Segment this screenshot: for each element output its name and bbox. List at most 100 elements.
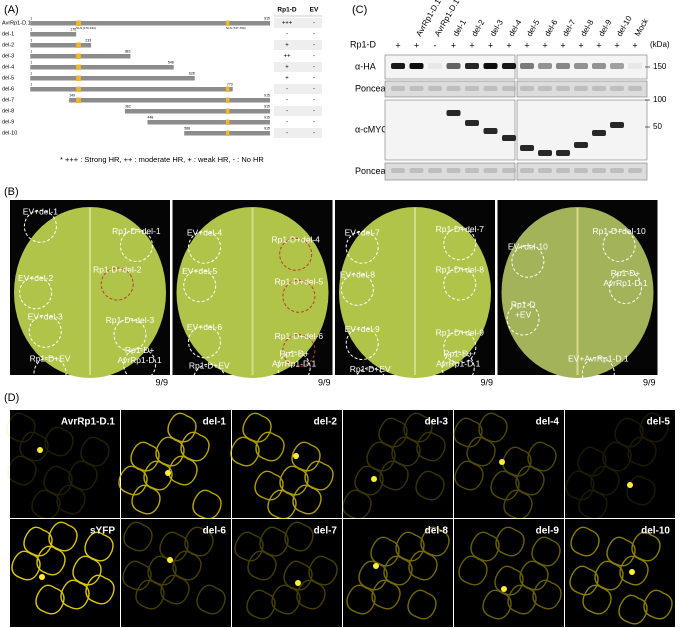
construct-bar bbox=[124, 109, 270, 114]
motif-label: NLS (176-194) bbox=[76, 26, 96, 30]
nls-motif bbox=[76, 64, 81, 70]
row-label: Rp1-D bbox=[350, 39, 377, 49]
start-position: 1 bbox=[30, 60, 32, 64]
nls-motif bbox=[225, 97, 230, 103]
band bbox=[520, 168, 534, 173]
infiltration-spot bbox=[119, 229, 153, 262]
band bbox=[465, 120, 479, 126]
band bbox=[483, 128, 498, 134]
band bbox=[610, 63, 624, 69]
lane-label: del-2 bbox=[470, 18, 487, 38]
image-label: del-3 bbox=[425, 417, 449, 428]
fluorescence bbox=[122, 521, 226, 615]
fluorescence bbox=[346, 526, 450, 620]
band bbox=[556, 168, 570, 173]
start-position: 1 bbox=[30, 82, 32, 86]
band bbox=[574, 168, 588, 173]
band bbox=[409, 86, 424, 91]
cell-outline bbox=[378, 417, 408, 448]
micrograph bbox=[454, 410, 564, 518]
cell-outline bbox=[284, 521, 314, 552]
cell-outline bbox=[271, 584, 301, 615]
cell-outline bbox=[379, 460, 409, 491]
hr-score: +++ bbox=[282, 21, 293, 27]
infiltration-spot bbox=[443, 227, 477, 261]
cell-outline bbox=[582, 584, 612, 615]
hr-score: - bbox=[286, 131, 288, 137]
cell-outline bbox=[84, 531, 114, 562]
nls-motif bbox=[225, 20, 230, 26]
table-row-bg bbox=[274, 106, 322, 116]
micrograph bbox=[10, 410, 120, 518]
band bbox=[520, 63, 534, 69]
cell-outline bbox=[60, 579, 90, 610]
nls-motif bbox=[225, 119, 230, 125]
construct-name: del-6 bbox=[2, 86, 14, 92]
cell-outline bbox=[234, 531, 264, 562]
image-label: sYFP bbox=[90, 526, 115, 537]
construct-bar bbox=[30, 21, 270, 26]
fluorescence bbox=[6, 412, 110, 520]
lane-label: del-7 bbox=[561, 18, 578, 38]
cell-outline bbox=[458, 555, 488, 586]
band bbox=[428, 86, 442, 91]
spot-label: +EV bbox=[515, 309, 532, 319]
construct-bar bbox=[30, 87, 233, 92]
blot-label: α-HA bbox=[355, 61, 376, 71]
construct-name: del-9 bbox=[2, 119, 14, 125]
image-label: AvrRp1-D.1 bbox=[61, 417, 116, 428]
lane-label: del-4 bbox=[507, 18, 524, 38]
hr-score: - bbox=[313, 65, 315, 71]
spot-label: EV+del-7 bbox=[345, 228, 380, 238]
cell-outline bbox=[168, 455, 198, 486]
cell-outline bbox=[519, 560, 549, 591]
cell-outline bbox=[11, 550, 41, 581]
cell-outline bbox=[391, 436, 421, 467]
cell-outline bbox=[247, 550, 277, 581]
nucleus bbox=[37, 447, 43, 453]
fluorescence bbox=[342, 412, 446, 520]
motif-label: NLS (747-760) bbox=[226, 26, 246, 30]
nucleus bbox=[629, 569, 635, 575]
construct-name: del-4 bbox=[2, 64, 14, 70]
cell-outline bbox=[618, 594, 648, 625]
cell-outline bbox=[122, 560, 152, 591]
cell-outline bbox=[283, 560, 313, 591]
spot-label: AvrRp1-D.1 bbox=[436, 358, 481, 368]
end-position: 176 bbox=[70, 27, 76, 31]
infiltration-spot bbox=[19, 276, 53, 310]
band bbox=[391, 168, 405, 173]
panel-label: (D) bbox=[4, 392, 19, 404]
table-row-bg bbox=[274, 117, 322, 127]
infiltration-spot bbox=[511, 244, 545, 278]
image-label: del-5 bbox=[647, 417, 671, 428]
lane-label: del-6 bbox=[543, 18, 560, 38]
table-row-bg bbox=[274, 29, 322, 39]
construct-name: del-2 bbox=[2, 42, 14, 48]
table-row-bg bbox=[274, 95, 322, 105]
infiltration-spot bbox=[443, 267, 477, 301]
lane-sign: - bbox=[434, 40, 437, 50]
cell-outline bbox=[159, 531, 189, 562]
cell-outline bbox=[354, 465, 384, 496]
hr-score: + bbox=[285, 76, 289, 82]
image-label: del-4 bbox=[536, 417, 560, 428]
lane-sign: + bbox=[578, 40, 583, 50]
infiltration-spot bbox=[602, 229, 636, 262]
image-label: del-6 bbox=[203, 526, 227, 537]
lane-label: del-1 bbox=[451, 18, 468, 38]
spot-label: Rp1-D+ bbox=[443, 348, 473, 358]
end-position: 233 bbox=[85, 38, 91, 42]
spot-label: Rp1-D+EV bbox=[30, 354, 71, 364]
construct-bar bbox=[30, 65, 174, 70]
cell-outline bbox=[478, 412, 508, 443]
infiltration-spot bbox=[345, 230, 379, 264]
spot-label: Rp1-D+ bbox=[125, 345, 155, 355]
image-label: del-7 bbox=[314, 526, 338, 537]
band bbox=[391, 86, 405, 91]
infiltration-spot bbox=[188, 230, 221, 264]
spot-label: EV+del-8 bbox=[340, 270, 375, 280]
band bbox=[628, 63, 642, 69]
cell-outline bbox=[531, 536, 561, 567]
band bbox=[610, 86, 624, 91]
